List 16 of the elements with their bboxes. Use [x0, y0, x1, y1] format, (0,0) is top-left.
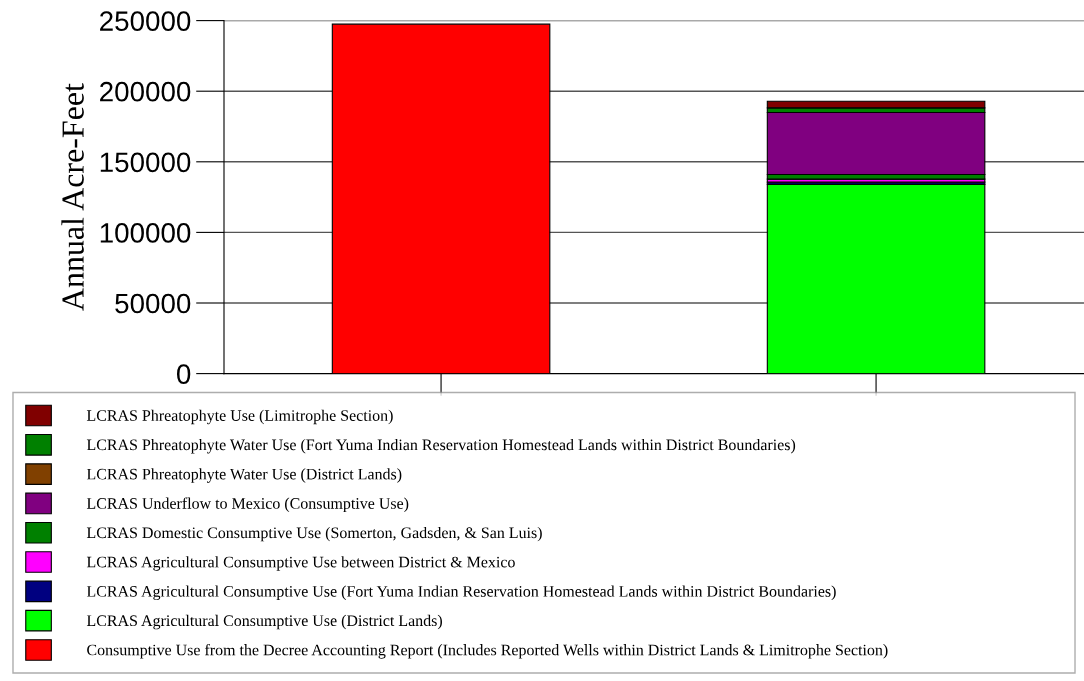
y-tick-label: 200000 [100, 81, 191, 102]
legend-label: LCRAS Phreatophyte Water Use (District Lands) [86, 468, 402, 483]
y-tick-label: 50000 [115, 293, 191, 314]
legend-label: LCRAS Domestic Consumptive Use (Somerton, Gadsden, & San Luis) [86, 526, 542, 542]
y-tick-label: 150000 [100, 152, 191, 173]
legend-label: LCRAS Agricultural Consumptive Use (Fort Yuma Indian Reservation Homestead Lands within District Boundaries) [86, 585, 836, 601]
y-tick-label: 250000 [100, 11, 191, 31]
legend-label: LCRAS Agricultural Consumptive Use between District & Mexico [86, 556, 515, 571]
legend-label: LCRAS Phreatophyte Use (Limitrophe Section) [86, 409, 393, 425]
legend-label: LCRAS Underflow to Mexico (Consumptive Use) [86, 497, 409, 513]
legend-label: LCRAS Phreatophyte Water Use (Fort Yuma Indian Reservation Homestead Lands within District Boundaries) [86, 438, 796, 454]
legend-label: LCRAS Agricultural Consumptive Use (District Lands) [86, 614, 442, 630]
y-tick-label: 0 [177, 364, 191, 384]
y-axis-title: Annual Acre-Feet [61, 83, 84, 311]
y-tick-label: 100000 [100, 223, 191, 243]
legend-label: Consumptive Use from the Decree Accounting Report (Includes Reported Wells within District Lands & Limitrophe Section) [87, 643, 888, 659]
